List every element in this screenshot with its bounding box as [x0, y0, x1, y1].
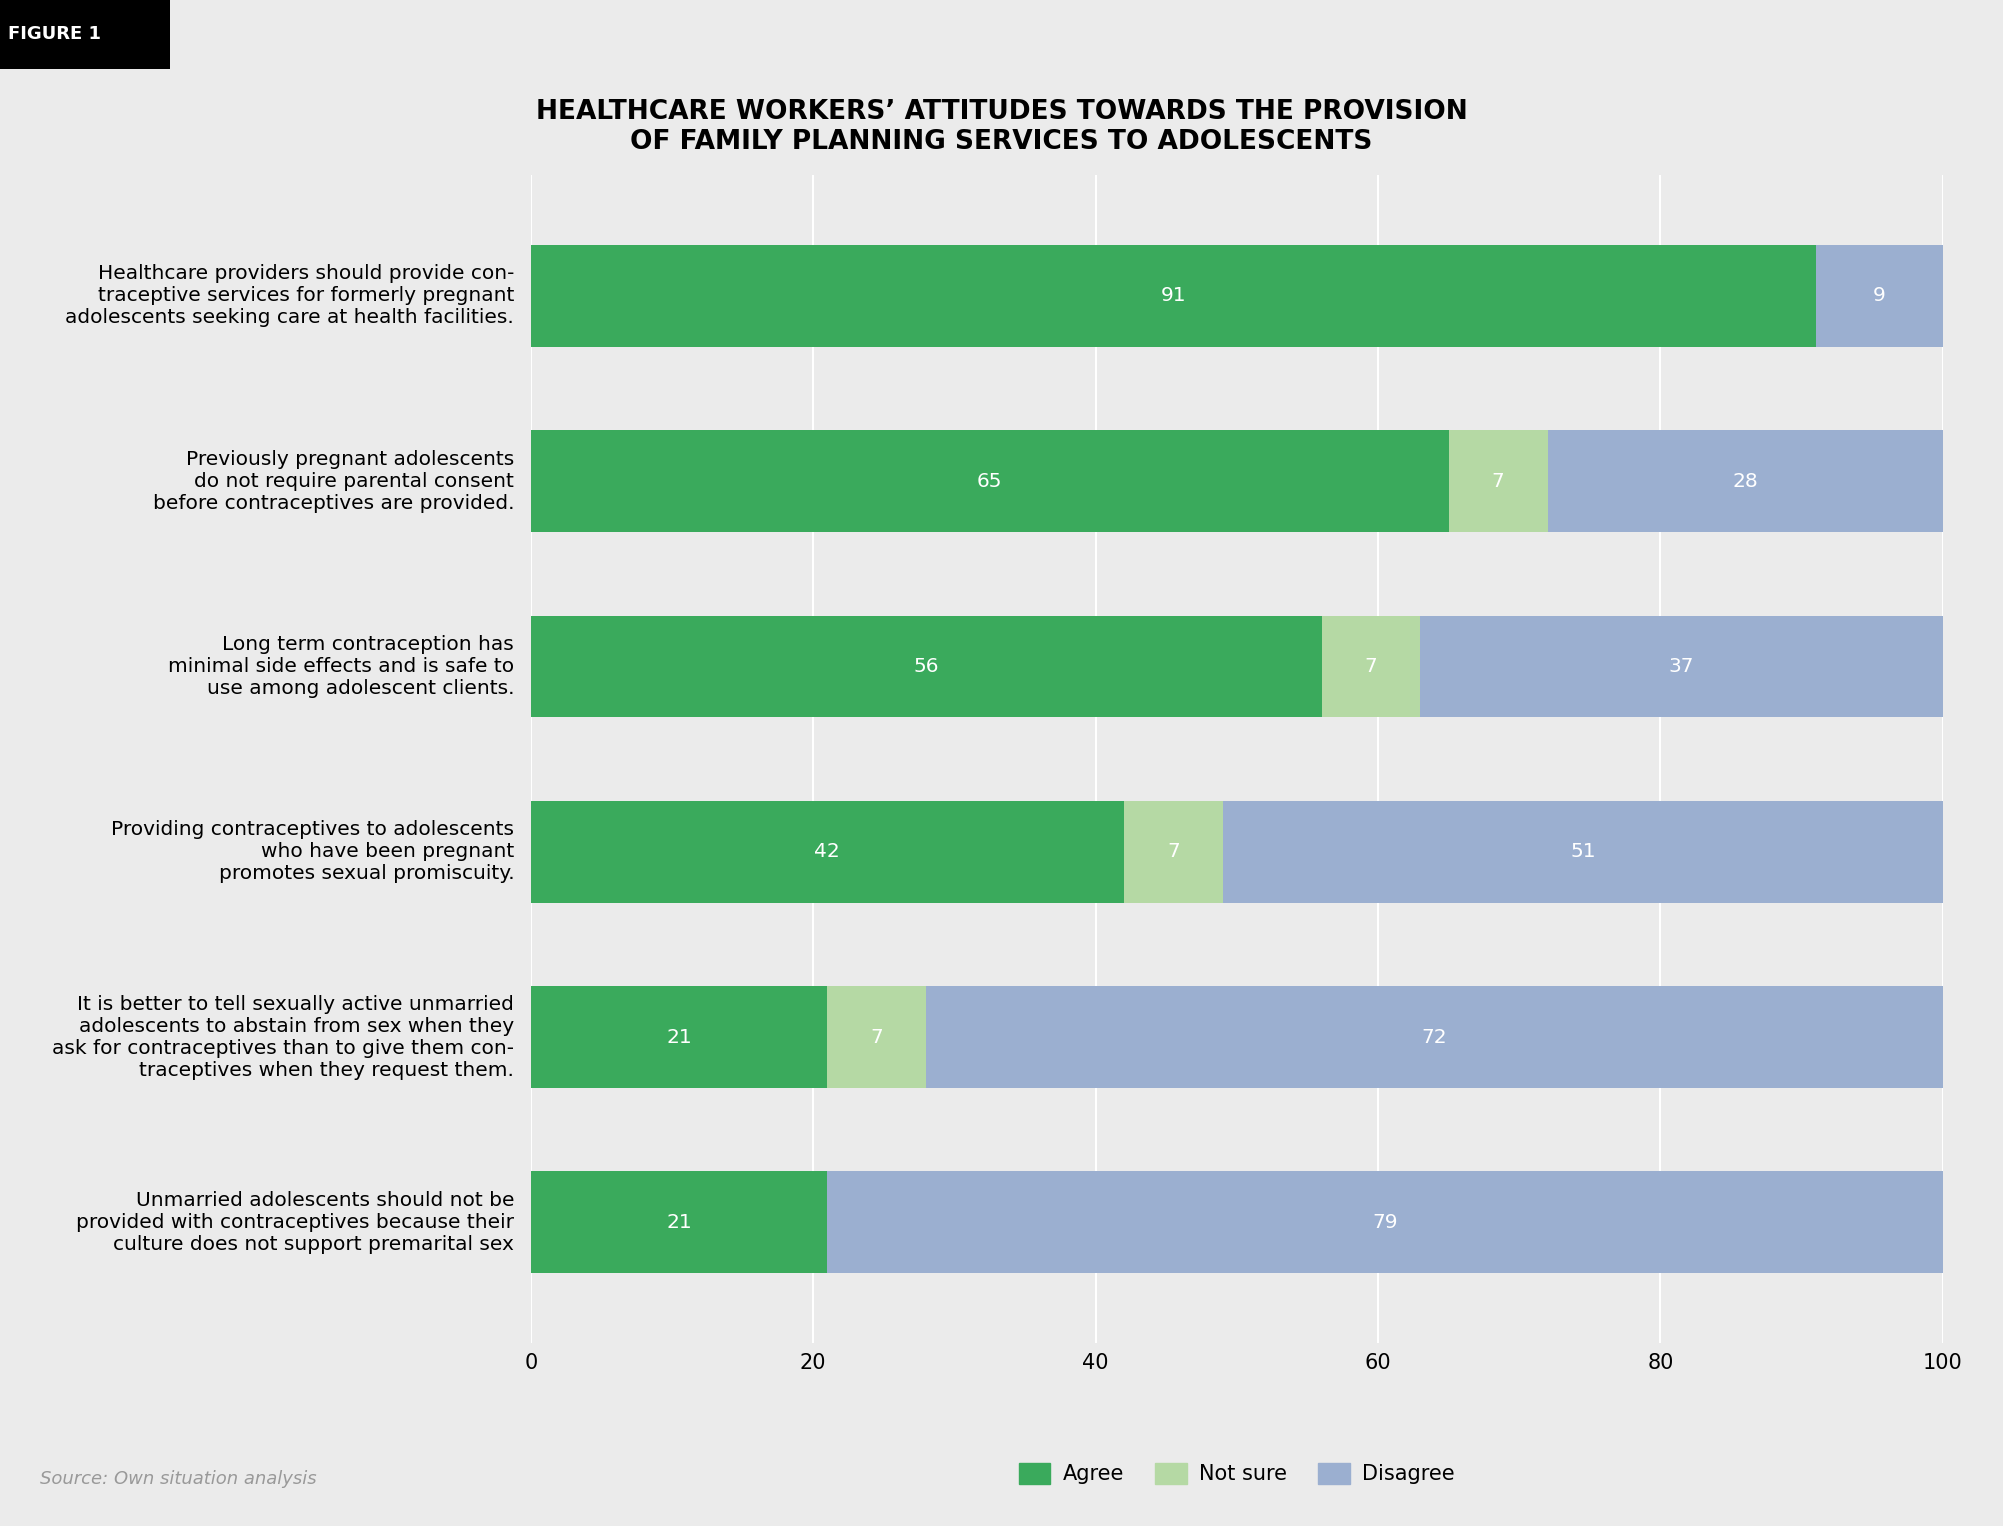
Bar	[531, 986, 827, 1088]
Text: 7: 7	[1168, 842, 1180, 861]
Bar	[1817, 246, 1943, 346]
Text: 7: 7	[1492, 472, 1504, 491]
Bar	[531, 801, 1124, 903]
Bar	[1448, 430, 1548, 533]
Text: 51: 51	[1570, 842, 1596, 861]
Text: 9: 9	[1873, 287, 1885, 305]
Bar	[1222, 801, 1943, 903]
Text: 21: 21	[667, 1027, 691, 1047]
Text: 65: 65	[977, 472, 1002, 491]
Bar	[531, 246, 1817, 346]
Text: 7: 7	[871, 1027, 883, 1047]
Text: 28: 28	[1733, 472, 1759, 491]
Bar	[1124, 801, 1222, 903]
Bar	[531, 430, 1448, 533]
Text: Source: Own situation analysis: Source: Own situation analysis	[40, 1470, 316, 1488]
Text: 79: 79	[1372, 1213, 1398, 1231]
Text: FIGURE 1: FIGURE 1	[8, 26, 100, 43]
Bar	[925, 986, 1943, 1088]
Bar	[827, 1172, 1943, 1273]
Legend: Agree, Not sure, Disagree: Agree, Not sure, Disagree	[1020, 1462, 1454, 1485]
Bar	[531, 1172, 827, 1273]
Text: 7: 7	[1364, 658, 1378, 676]
Bar	[1322, 615, 1420, 717]
Text: 72: 72	[1422, 1027, 1448, 1047]
Bar	[827, 986, 925, 1088]
Bar	[1548, 430, 1943, 533]
Bar	[531, 615, 1322, 717]
Text: 42: 42	[815, 842, 839, 861]
Text: 37: 37	[1668, 658, 1695, 676]
Text: 56: 56	[913, 658, 939, 676]
Text: 91: 91	[1160, 287, 1186, 305]
Bar	[1420, 615, 1943, 717]
Text: HEALTHCARE WORKERS’ ATTITUDES TOWARDS THE PROVISION
OF FAMILY PLANNING SERVICES : HEALTHCARE WORKERS’ ATTITUDES TOWARDS TH…	[535, 99, 1468, 156]
Text: 21: 21	[667, 1213, 691, 1231]
